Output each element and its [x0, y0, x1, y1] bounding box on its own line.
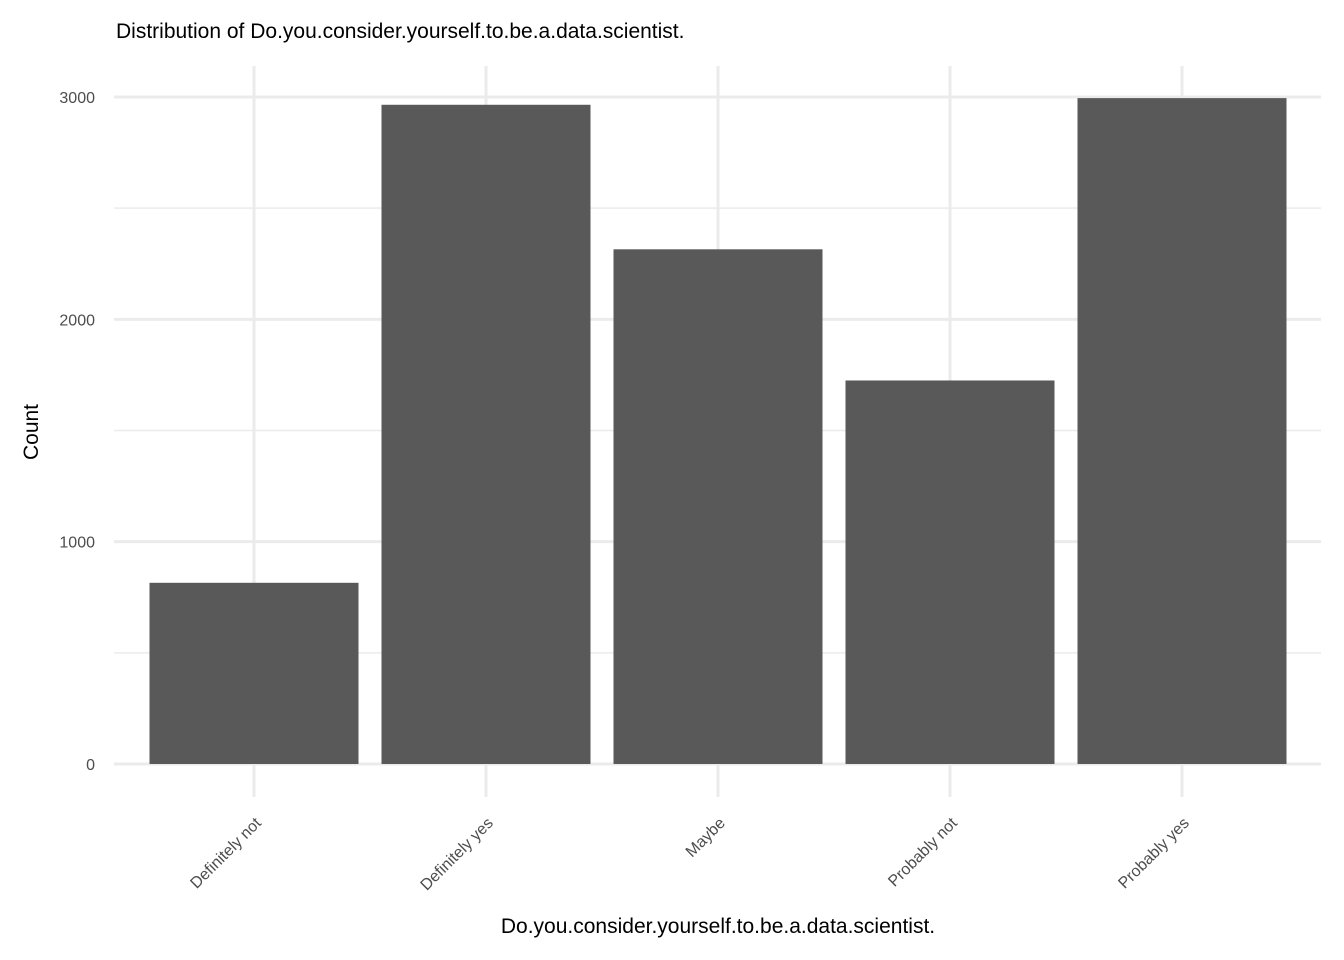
y-tick-label: 1000 — [59, 535, 95, 552]
y-tick-label: 3000 — [59, 90, 95, 107]
x-tick-label: Probably yes — [1115, 815, 1192, 892]
y-axis-title: Count — [20, 404, 43, 460]
x-tick-label: Definitely yes — [418, 815, 497, 894]
x-axis-title: Do.you.consider.yourself.to.be.a.data.sc… — [501, 915, 935, 938]
y-tick-label: 0 — [86, 757, 95, 774]
bar-definitely-not — [149, 582, 359, 764]
x-axis-ticks: Definitely not Definitely yes Maybe Probabl… — [187, 814, 1192, 894]
bar-maybe — [613, 249, 823, 764]
bar-definitely-yes — [381, 104, 591, 764]
bars — [149, 98, 1287, 764]
y-tick-label: 2000 — [59, 312, 95, 329]
x-tick-label: Probably not — [885, 814, 961, 890]
bar-probably-not — [845, 380, 1055, 764]
bar-probably-yes — [1077, 98, 1287, 764]
y-axis-ticks: 0 1000 2000 3000 — [59, 90, 95, 774]
x-tick-label: Definitely not — [187, 814, 265, 892]
chart-title: Distribution of Do.you.consider.yourself… — [116, 20, 684, 43]
x-tick-label: Maybe — [683, 815, 729, 861]
